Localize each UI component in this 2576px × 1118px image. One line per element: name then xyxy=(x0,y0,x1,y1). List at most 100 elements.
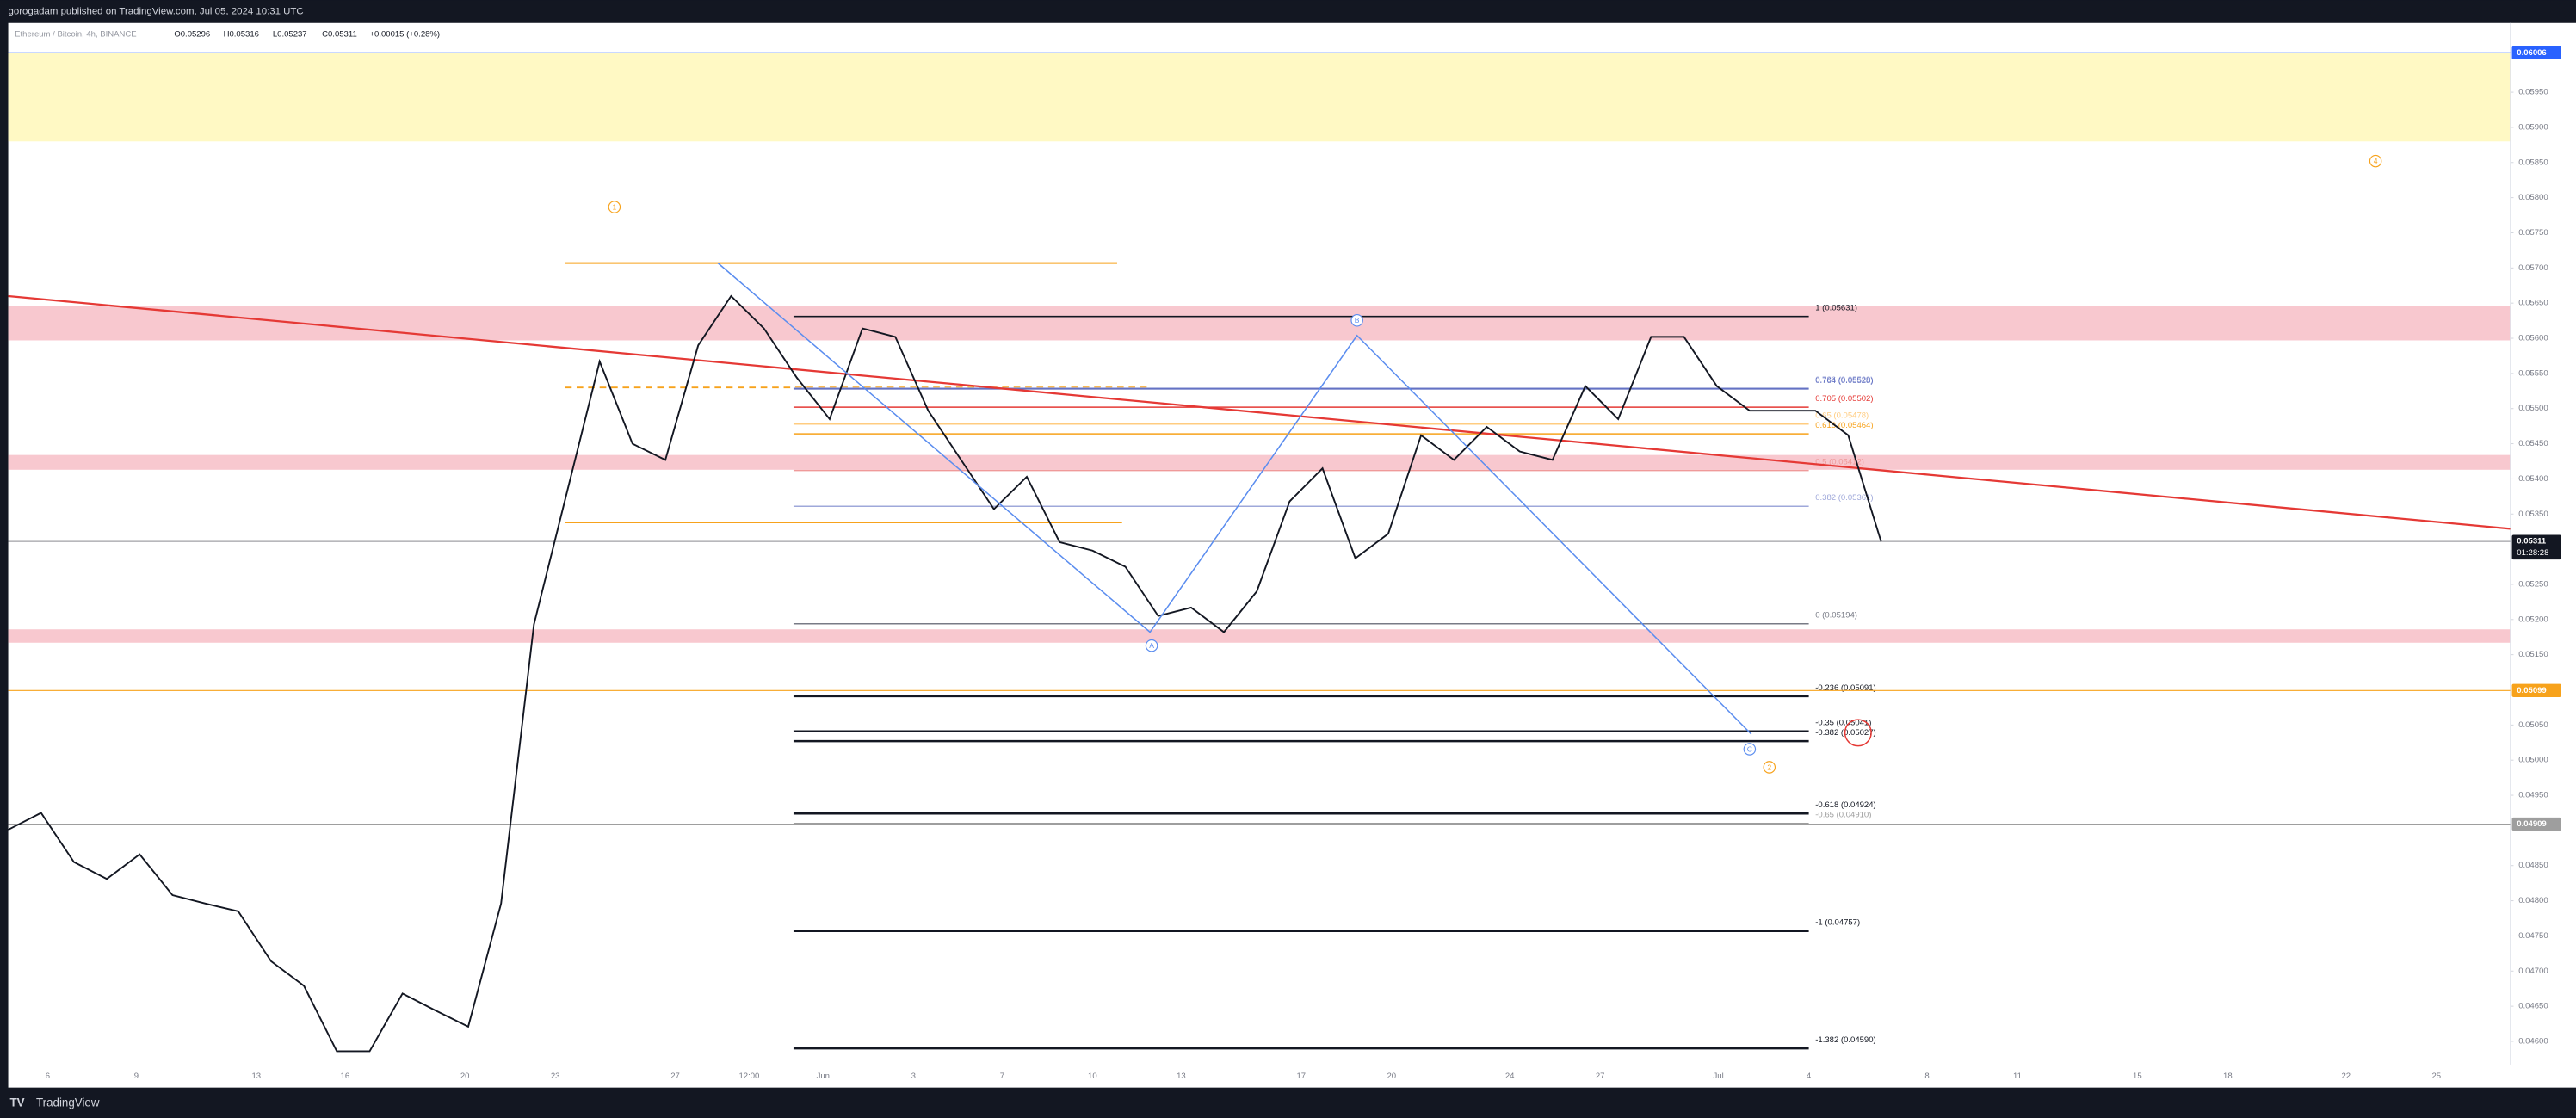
y-tick-label: 0.04950 xyxy=(2518,791,2548,800)
fib-label: 0.764 (0.05528) xyxy=(1815,376,1873,386)
y-tick-label: 0.04600 xyxy=(2518,1036,2548,1046)
footer-brand: TradingView xyxy=(36,1096,100,1109)
wave-label-circle xyxy=(1350,313,1363,327)
y-tick-label: 0.05600 xyxy=(2518,334,2548,343)
y-tick-label: 0.04650 xyxy=(2518,1002,2548,1011)
y-tick-label: 0.05250 xyxy=(2518,579,2548,589)
header-title: gorogadam published on TradingView.com, … xyxy=(9,6,304,16)
price-tag xyxy=(2511,534,2561,560)
legend-close: C0.05311 xyxy=(322,30,357,40)
price-tag-label: 0.04909 xyxy=(2517,819,2546,829)
x-tick-label: 18 xyxy=(2223,1072,2233,1081)
x-tick-label: 9 xyxy=(134,1072,139,1081)
legend: Ethereum / Bitcoin, 4h, BINANCE O0.05296… xyxy=(15,30,440,40)
x-tick-label: 6 xyxy=(46,1072,50,1081)
y-tick-label: 0.04850 xyxy=(2518,861,2548,870)
wave-label: 4 xyxy=(2374,157,2378,165)
x-tick-label: 25 xyxy=(2431,1072,2441,1081)
x-tick-label: 4 xyxy=(1807,1072,1812,1081)
legend-high: H0.05316 xyxy=(224,30,259,40)
fib-label: -1 (0.04757) xyxy=(1815,918,1860,928)
plot-area xyxy=(8,22,2576,1088)
price-tag-label: 0.05099 xyxy=(2517,686,2546,695)
wave-path xyxy=(717,263,1752,735)
x-tick-label: 7 xyxy=(1000,1072,1004,1081)
legend-change: +0.00015 (+0.28%) xyxy=(369,30,440,40)
y-tick-label: 0.05150 xyxy=(2518,650,2548,659)
y-tick-label: 0.05950 xyxy=(2518,88,2548,97)
fib-label: -0.382 (0.05027) xyxy=(1815,728,1875,738)
fib-label: 0.65 (0.05478) xyxy=(1815,411,1869,421)
x-tick-label: 17 xyxy=(1296,1072,1306,1081)
target-circle xyxy=(1844,719,1872,747)
legend-symbol: Ethereum / Bitcoin, 4h, BINANCE xyxy=(15,30,136,40)
fib-label: 0.5 (0.05412) xyxy=(1815,458,1864,467)
x-tick-label: 15 xyxy=(2133,1072,2142,1081)
y-tick-label: 0.05000 xyxy=(2518,756,2548,765)
x-tick-label: 16 xyxy=(341,1072,350,1081)
x-tick-label: Jul xyxy=(1714,1072,1724,1081)
x-tick-label: 20 xyxy=(460,1072,470,1081)
x-tick-label: 12:00 xyxy=(738,1072,759,1081)
wave-label-circle xyxy=(1763,761,1776,774)
y-tick-label: 0.05850 xyxy=(2518,158,2548,167)
fib-label: -0.618 (0.04924) xyxy=(1815,800,1875,810)
x-tick-label: 10 xyxy=(1088,1072,1097,1081)
y-tick-label: 0.05450 xyxy=(2518,439,2548,448)
y-tick-label: 0.05650 xyxy=(2518,299,2548,308)
price-tag xyxy=(2511,46,2561,59)
x-tick-label: 3 xyxy=(911,1072,916,1081)
y-tick-label: 0.05350 xyxy=(2518,510,2548,519)
price-tag-label: 0.05311 xyxy=(2517,537,2547,547)
x-tick-label: 13 xyxy=(1177,1072,1186,1081)
zone xyxy=(8,629,2511,643)
wave-label: 1 xyxy=(613,202,617,211)
x-tick-label: 27 xyxy=(670,1072,680,1081)
x-tick-label: 20 xyxy=(1387,1072,1396,1081)
fib-label: 0.618 (0.05464) xyxy=(1815,421,1873,430)
x-tick-label: 8 xyxy=(1924,1072,1929,1081)
price-series xyxy=(8,294,1882,1053)
y-tick-label: 0.05400 xyxy=(2518,474,2548,484)
x-tick-label: 23 xyxy=(551,1072,560,1081)
y-tick-label: 0.05200 xyxy=(2518,615,2548,624)
zone xyxy=(8,53,2511,142)
price-tag xyxy=(2511,817,2561,831)
price-tag xyxy=(2511,683,2561,697)
fib-label: -0.35 (0.05041) xyxy=(1815,719,1871,728)
y-tick-label: 0.05750 xyxy=(2518,228,2548,238)
wave-label: B xyxy=(1355,316,1360,324)
fib-label: -0.236 (0.05091) xyxy=(1815,683,1875,693)
fib-label: 1 (0.05631) xyxy=(1815,304,1857,313)
x-tick-label: 11 xyxy=(2013,1072,2022,1081)
x-tick-label: 22 xyxy=(2341,1072,2351,1081)
price-countdown: 01:28:28 xyxy=(2517,548,2548,558)
y-tick-label: 0.05900 xyxy=(2518,122,2548,132)
y-tick-label: 0.04700 xyxy=(2518,967,2548,976)
y-tick-label: 0.05550 xyxy=(2518,368,2548,378)
wave-label-circle xyxy=(1743,743,1757,756)
x-tick-label: 27 xyxy=(1596,1072,1605,1081)
wave-label: A xyxy=(1149,641,1154,650)
footer-logo: TV xyxy=(9,1096,24,1109)
fib-label: 0.382 (0.05361) xyxy=(1815,493,1873,503)
x-tick-label: 24 xyxy=(1505,1072,1515,1081)
y-tick-label: 0.05700 xyxy=(2518,263,2548,273)
wave-label: C xyxy=(1747,744,1752,753)
zone xyxy=(8,454,2511,470)
trendline xyxy=(8,294,2511,530)
wave-label-circle xyxy=(1145,639,1158,652)
fib-label: -1.382 (0.04590) xyxy=(1815,1035,1875,1045)
legend-low: L0.05237 xyxy=(273,30,307,40)
y-tick-label: 0.04750 xyxy=(2518,931,2548,941)
y-tick-label: 0.05800 xyxy=(2518,193,2548,202)
legend-open: O0.05296 xyxy=(174,30,210,40)
wave-label-circle xyxy=(608,201,621,213)
fib-label: -0.65 (0.04910) xyxy=(1815,811,1871,820)
fib-label: 0 (0.05194) xyxy=(1815,611,1857,621)
y-tick-label: 0.05050 xyxy=(2518,720,2548,730)
wave-label-circle xyxy=(2369,154,2382,168)
y-tick-label: 0.05500 xyxy=(2518,404,2548,413)
